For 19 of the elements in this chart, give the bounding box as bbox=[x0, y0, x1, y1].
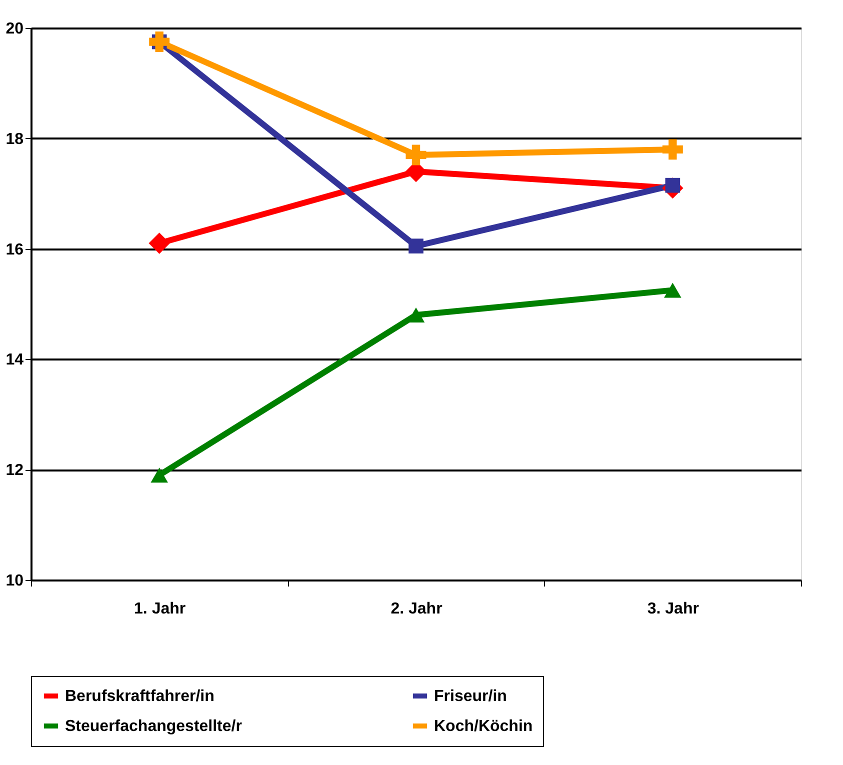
y-tick-label: 12 bbox=[6, 462, 24, 480]
x-tick-label: 1. Jahr bbox=[134, 600, 186, 618]
point bbox=[662, 139, 683, 160]
x-tick-label: 3. Jahr bbox=[647, 600, 699, 618]
y-tick-label: 14 bbox=[6, 352, 24, 369]
y-tick-label: 18 bbox=[6, 130, 24, 148]
y-tick-label: 16 bbox=[6, 241, 24, 258]
point bbox=[148, 232, 170, 254]
point bbox=[150, 468, 168, 483]
legend-label: Friseur/in bbox=[434, 688, 507, 705]
y-tick-label: 10 bbox=[6, 572, 24, 590]
point bbox=[408, 238, 424, 254]
legend-label: Berufskraftfahrer/in bbox=[65, 688, 214, 705]
x-tick-label: 2. Jahr bbox=[390, 600, 442, 618]
legend-label: Koch/Köchin bbox=[434, 718, 533, 735]
legend-label: Steuerfachangestellte/r bbox=[65, 718, 242, 735]
point bbox=[406, 144, 426, 166]
y-tick-label: 20 bbox=[6, 20, 24, 38]
point bbox=[664, 282, 682, 298]
